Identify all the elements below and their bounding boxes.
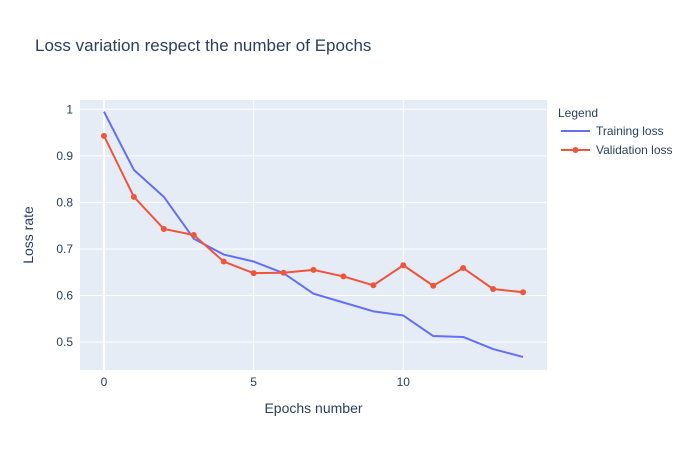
legend-label: Validation loss <box>596 143 673 157</box>
y-tick-label: 0.8 <box>56 195 73 209</box>
y-axis-label: Loss rate <box>20 206 36 264</box>
series-line-1 <box>103 111 524 358</box>
data-point <box>520 289 527 296</box>
data-point <box>100 132 107 139</box>
legend-title: Legend <box>558 106 598 120</box>
legend-marker <box>572 147 579 153</box>
data-point <box>490 286 497 292</box>
x-tick-label: 0 <box>101 375 108 389</box>
data-point <box>160 225 167 232</box>
y-tick-label: 0.7 <box>56 242 73 256</box>
data-point <box>220 258 227 265</box>
series-layer <box>100 111 527 358</box>
data-point <box>400 262 407 269</box>
legend-label: Training loss <box>596 124 664 138</box>
data-point <box>250 270 257 277</box>
plot-area <box>80 100 547 370</box>
data-point <box>310 266 317 273</box>
y-tick-label: 0.9 <box>56 149 73 163</box>
y-tick-label: 1 <box>66 102 73 116</box>
x-tick-label: 5 <box>250 375 257 389</box>
legend-item-1[interactable]: Training loss <box>561 124 664 138</box>
legend[interactable]: Legend Training loss Validation loss <box>558 106 673 157</box>
data-point <box>130 193 137 200</box>
data-point <box>460 265 467 272</box>
data-point <box>370 282 377 289</box>
grid <box>80 100 547 370</box>
y-tick-label: 0.6 <box>56 289 73 303</box>
data-point <box>190 232 197 238</box>
data-point <box>280 269 287 276</box>
data-point <box>340 273 347 280</box>
data-point <box>430 282 437 289</box>
tick-labels: 0.50.60.70.80.910 5 10 <box>56 102 410 389</box>
legend-item-2[interactable]: Validation loss <box>561 143 673 157</box>
y-tick-label: 0.5 <box>56 335 73 349</box>
x-tick-label: 10 <box>397 375 411 389</box>
x-axis-label: Epochs number <box>264 400 362 416</box>
chart-title: Loss variation respect the number of Epo… <box>35 36 371 55</box>
